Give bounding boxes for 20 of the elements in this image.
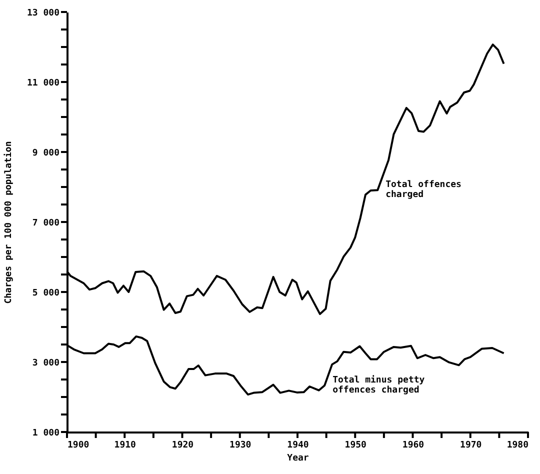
x-tick-label: 1920 bbox=[172, 440, 194, 450]
x-tick-label: 1900 bbox=[68, 440, 90, 450]
annotation: Total offences charged bbox=[386, 180, 462, 200]
x-axis-title: Year bbox=[287, 454, 310, 464]
x-tick-label: 1950 bbox=[344, 440, 366, 450]
y-axis-title: Charges per 100 000 population bbox=[2, 141, 14, 304]
x-tick-label: 1970 bbox=[460, 440, 482, 450]
y-tick-label: 7 000 bbox=[32, 218, 60, 228]
x-tick-label: 1930 bbox=[230, 440, 252, 450]
annotation: Total minus petty offences charged bbox=[332, 374, 426, 396]
y-tick-label: 1 000 bbox=[32, 428, 60, 438]
y-tick-label: 3 000 bbox=[32, 358, 60, 368]
y-tick-label: 5 000 bbox=[32, 288, 60, 298]
x-tick-label: 1960 bbox=[402, 440, 424, 450]
y-tick-label: 11 000 bbox=[26, 78, 60, 88]
y-tick-label: 9 000 bbox=[32, 148, 60, 158]
x-tick-label: 1980 bbox=[506, 440, 528, 450]
x-tick-label: 1940 bbox=[287, 440, 309, 450]
x-tick-label: 1910 bbox=[114, 440, 136, 450]
y-tick-label: 13 000 bbox=[26, 8, 60, 18]
